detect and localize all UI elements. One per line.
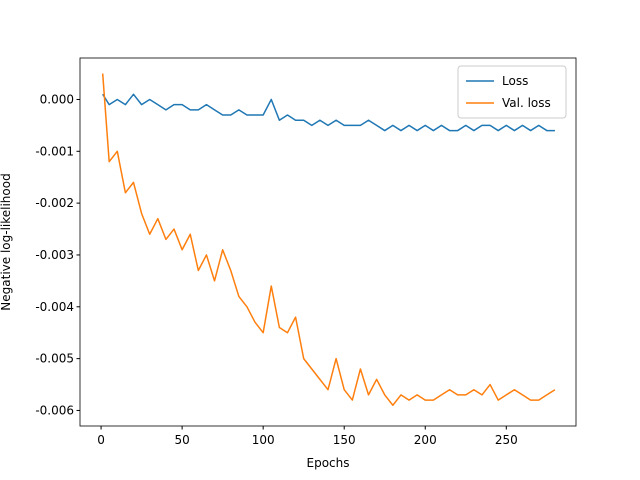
legend-label: Val. loss	[502, 96, 551, 110]
x-tick-label: 150	[333, 433, 356, 447]
plot-frame	[79, 57, 577, 427]
x-tick-label: 0	[97, 433, 105, 447]
x-axis-label: Epochs	[307, 456, 350, 470]
y-tick-label: -0.002	[35, 196, 74, 210]
x-tick-label: 100	[252, 433, 275, 447]
x-tick-label: 250	[495, 433, 518, 447]
y-tick-label: -0.004	[35, 300, 74, 314]
legend-label: Loss	[502, 74, 528, 88]
y-tick-label: -0.003	[35, 248, 74, 262]
x-tick-label: 200	[414, 433, 437, 447]
legend-box	[457, 65, 567, 119]
line-series	[101, 73, 556, 407]
y-tick-label: -0.001	[35, 144, 74, 158]
y-tick-label: -0.006	[35, 403, 74, 417]
y-tick-label: 0.000	[40, 92, 74, 106]
line-series	[102, 93, 555, 132]
x-tick-label: 50	[174, 433, 189, 447]
y-axis-label: Negative log-likelihood	[0, 173, 13, 310]
y-tick-label: -0.005	[35, 352, 74, 366]
